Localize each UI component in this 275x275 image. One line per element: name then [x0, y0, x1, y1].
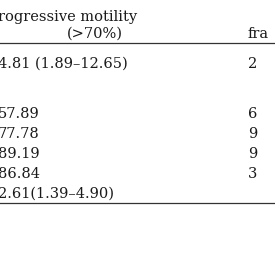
Text: 89.19: 89.19	[0, 147, 40, 161]
Text: 9: 9	[248, 147, 257, 161]
Text: 3: 3	[248, 167, 257, 181]
Text: 4.81 (1.89–12.65): 4.81 (1.89–12.65)	[0, 57, 128, 71]
Text: 77.78: 77.78	[0, 127, 40, 141]
Text: fra: fra	[248, 27, 269, 41]
Text: 9: 9	[248, 127, 257, 141]
Text: 2: 2	[248, 57, 257, 71]
Text: (>70%): (>70%)	[67, 27, 123, 41]
Text: rogressive motility: rogressive motility	[0, 10, 137, 24]
Text: 86.84: 86.84	[0, 167, 40, 181]
Text: 2.61(1.39–4.90): 2.61(1.39–4.90)	[0, 187, 114, 201]
Text: 57.89: 57.89	[0, 107, 40, 121]
Text: 6: 6	[248, 107, 257, 121]
